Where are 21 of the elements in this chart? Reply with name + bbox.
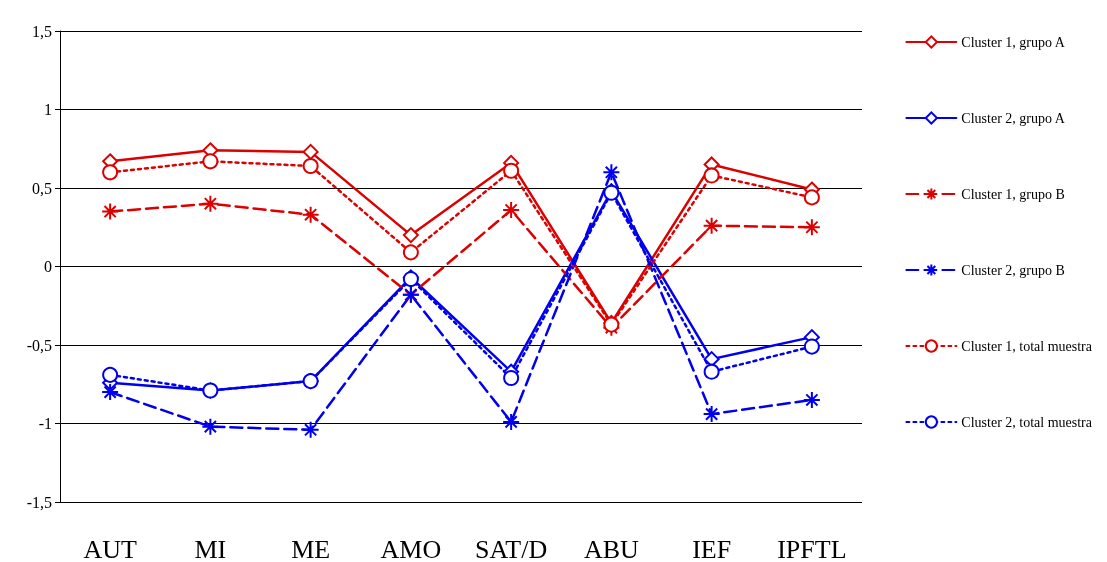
x-tick-label: ABU xyxy=(583,534,640,562)
x-tick-label: IPFTL xyxy=(777,534,847,562)
y-tick-label: -1 xyxy=(38,415,52,432)
x-tick-label: AUT xyxy=(83,534,137,562)
x-tick-label: IEF xyxy=(692,534,732,562)
legend-label: Cluster 1, grupo B xyxy=(961,186,1065,202)
legend-label: Cluster 2, grupo A xyxy=(961,110,1066,126)
y-tick-label: -0,5 xyxy=(26,336,52,354)
y-tick-label: -1,5 xyxy=(26,493,52,511)
x-tick-label: SAT/D xyxy=(475,534,548,562)
legend-label: Cluster 2, total muestra xyxy=(961,414,1093,430)
y-tick-label: 0 xyxy=(44,258,52,275)
legend-label: Cluster 2, grupo B xyxy=(961,262,1065,278)
x-tick-label: AMO xyxy=(380,534,442,562)
y-tick-label: 1 xyxy=(44,101,52,118)
y-tick-label: 0,5 xyxy=(32,179,52,197)
legend-label: Cluster 1, grupo A xyxy=(961,34,1066,50)
x-tick-label: ME xyxy=(291,534,331,562)
x-tick-label: MI xyxy=(194,534,227,562)
y-tick-label: 1,5 xyxy=(32,22,52,40)
legend-label: Cluster 1, total muestra xyxy=(961,338,1093,354)
